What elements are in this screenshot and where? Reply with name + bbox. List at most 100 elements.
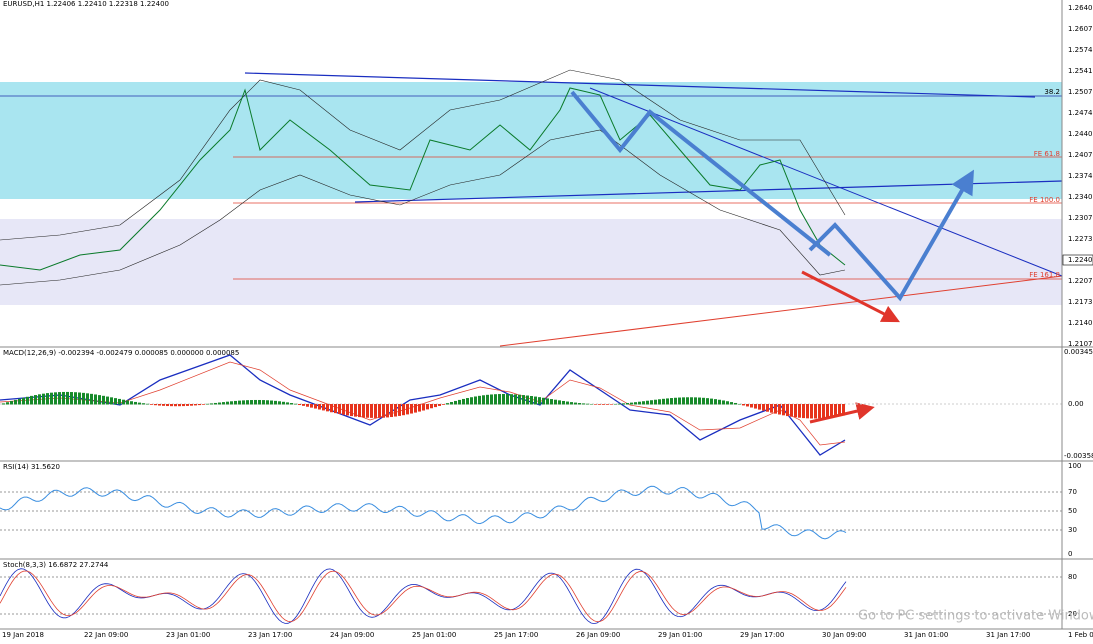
histogram-bar (466, 398, 469, 405)
histogram-bar (146, 403, 149, 405)
histogram-bar (274, 400, 277, 405)
histogram-bar (138, 402, 141, 405)
histogram-bar (214, 402, 217, 405)
histogram-bar (426, 404, 429, 410)
histogram-bar (106, 396, 109, 405)
histogram-bar (586, 403, 589, 405)
histogram-bar (226, 401, 229, 405)
time-label: 1 Feb 09:00 (1068, 631, 1093, 639)
axis-label: 70 (1068, 488, 1077, 496)
histogram-bar (722, 400, 725, 405)
histogram-bar (402, 404, 405, 416)
histogram-bar (230, 401, 233, 405)
histogram-bar (474, 396, 477, 405)
histogram-bar (26, 396, 29, 405)
histogram-bar (582, 403, 585, 405)
histogram-bar (662, 398, 665, 405)
histogram-bar (546, 398, 549, 405)
histogram-bar (538, 397, 541, 405)
bollinger-band (0, 69, 846, 241)
histogram-bar (234, 400, 237, 405)
histogram-bar (90, 393, 93, 405)
histogram-bar (758, 404, 761, 410)
histogram-bar (774, 404, 777, 414)
histogram-bar (278, 401, 281, 405)
time-label: 24 Jan 09:00 (330, 631, 374, 639)
histogram-bar (86, 393, 89, 405)
histogram-bar (482, 395, 485, 405)
histogram-bar (642, 401, 645, 405)
histogram-bar (6, 402, 9, 405)
histogram-bar (74, 392, 77, 405)
histogram-bar (842, 404, 845, 416)
price-label: 1.26070 (1068, 25, 1093, 33)
histogram-bar (830, 404, 833, 418)
price-label: 1.23070 (1068, 214, 1093, 222)
panel-header: Stoch(8,3,3) 16.6872 27.2744 (3, 561, 109, 569)
histogram-bar (346, 404, 349, 416)
histogram-bar (498, 394, 501, 405)
histogram-bar (718, 399, 721, 405)
histogram-bar (10, 401, 13, 405)
histogram-bar (370, 404, 373, 418)
histogram-bar (730, 402, 733, 405)
histogram-bar (374, 404, 377, 418)
histogram-bar (366, 404, 369, 418)
time-label: 22 Jan 09:00 (84, 631, 128, 639)
axis-label: 50 (1068, 507, 1077, 515)
level-label: 38.2 (1044, 88, 1060, 96)
histogram-bar (50, 392, 53, 405)
histogram-bar (630, 402, 633, 405)
histogram-bar (566, 401, 569, 405)
histogram-bar (46, 393, 49, 405)
bollinger-band (0, 129, 846, 286)
histogram-bar (54, 392, 57, 405)
price-label: 1.24740 (1068, 109, 1093, 117)
histogram-bar (742, 404, 745, 406)
panel-header: RSI(14) 31.5620 (3, 463, 60, 471)
trend-line (589, 87, 1063, 277)
histogram-bar (762, 404, 765, 411)
histogram-bar (382, 404, 385, 418)
histogram-bar (658, 399, 661, 405)
histogram-bar (262, 400, 265, 405)
histogram-bar (654, 399, 657, 405)
histogram-bar (98, 395, 101, 405)
chart-header: EURUSD,H1 1.22406 1.22410 1.22318 1.2240… (3, 0, 169, 8)
histogram-bar (754, 404, 757, 409)
histogram-bar (574, 402, 577, 405)
price-label: 1.25070 (1068, 88, 1093, 96)
histogram-bar (614, 403, 617, 405)
histogram-bar (102, 395, 105, 405)
histogram-bar (246, 400, 249, 405)
histogram-bar (838, 404, 841, 417)
wave-arrow (570, 90, 832, 257)
histogram-bar (526, 395, 529, 405)
histogram-bar (734, 402, 737, 405)
histogram-bar (698, 397, 701, 405)
histogram-bar (318, 404, 321, 410)
histogram-bar (578, 403, 581, 405)
histogram-bar (58, 392, 61, 405)
histogram-bar (710, 398, 713, 405)
histogram-bar (414, 404, 417, 413)
histogram-bar (470, 397, 473, 405)
time-label: 23 Jan 17:00 (248, 631, 292, 639)
histogram-bar (666, 398, 669, 405)
histogram-bar (266, 400, 269, 405)
signal-line (0, 361, 846, 446)
histogram-bar (558, 400, 561, 405)
histogram-bar (534, 396, 537, 405)
price-label: 1.23740 (1068, 172, 1093, 180)
histogram-bar (826, 404, 829, 418)
trend-line (244, 72, 1036, 98)
histogram-bar (18, 398, 21, 405)
histogram-bar (282, 401, 285, 405)
histogram-bar (706, 398, 709, 405)
time-label: 19 Jan 2018 (2, 631, 44, 639)
histogram-bar (154, 404, 157, 406)
price-label: 1.24400 (1068, 130, 1093, 138)
histogram-bar (150, 404, 153, 405)
histogram-bar (310, 404, 313, 408)
